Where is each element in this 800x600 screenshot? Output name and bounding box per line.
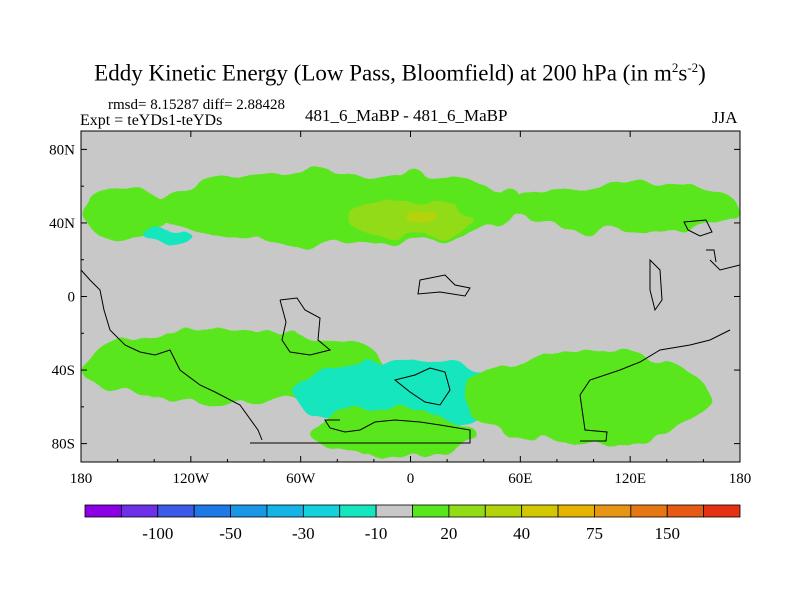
colorbar-swatch bbox=[412, 504, 450, 518]
coastline-sh-islands bbox=[393, 367, 451, 406]
coastlines bbox=[81, 219, 740, 444]
colorbar-label: -30 bbox=[292, 524, 315, 543]
region-sh-east bbox=[465, 351, 713, 444]
y-tick-label: 40N bbox=[49, 216, 75, 232]
region-sh-negative bbox=[291, 360, 512, 426]
colorbar-label: -100 bbox=[142, 524, 173, 543]
region-nh-negative-spot bbox=[145, 230, 191, 246]
coastline-australia bbox=[417, 274, 471, 297]
colorbar-swatch bbox=[120, 504, 159, 518]
stats-line: rmsd= 8.15287 diff= 2.88428 bbox=[108, 97, 286, 113]
x-tick-label: 0 bbox=[407, 471, 415, 487]
season-label: JJA bbox=[712, 108, 738, 127]
colorbar: -100 -50 -30 -10 20 40 75 150 bbox=[84, 504, 741, 543]
coastline-south-east bbox=[579, 329, 731, 442]
coastline-pacific-east bbox=[706, 249, 740, 271]
colorbar-swatch bbox=[594, 504, 632, 518]
y-tick-label: 80N bbox=[49, 142, 75, 158]
x-tick-label: 180 bbox=[70, 471, 93, 487]
x-tick-label: 180 bbox=[729, 471, 752, 487]
coastline-north-pacific bbox=[683, 219, 713, 237]
field-regions bbox=[81, 171, 740, 459]
region-nh-storm-track bbox=[154, 171, 521, 246]
y-tick-label: 40S bbox=[52, 363, 75, 379]
title-unit-exponent-2: -2 bbox=[687, 60, 699, 75]
colorbar-swatch bbox=[302, 504, 341, 518]
colorbar-swatch bbox=[193, 504, 231, 518]
x-tick-label: 60W bbox=[286, 471, 316, 487]
experiment-line: Expt = teYDs1-teYDs bbox=[80, 112, 223, 129]
colorbar-swatch bbox=[703, 504, 741, 518]
center-label: 481_6_MaBP - 481_6_MaBP bbox=[305, 106, 508, 125]
x-tick-label: 120W bbox=[172, 471, 210, 487]
colorbar-swatch bbox=[521, 504, 559, 518]
colorbar-label: 40 bbox=[513, 524, 530, 543]
y-tick-label: 0 bbox=[68, 290, 76, 306]
chart-title-text: Eddy Kinetic Energy (Low Pass, Bloomfiel… bbox=[94, 60, 672, 86]
colorbar-swatch bbox=[339, 504, 377, 518]
x-axis: 180 120W 60W 0 60E 120E 180 bbox=[70, 131, 752, 487]
region-nh-east bbox=[511, 182, 740, 233]
colorbar-swatch bbox=[230, 504, 268, 518]
colorbar-swatch bbox=[630, 504, 668, 518]
colorbar-swatch bbox=[557, 504, 595, 518]
colorbar-swatch bbox=[666, 504, 705, 518]
region-nh-band-west bbox=[81, 186, 173, 242]
coastline-south-america bbox=[81, 269, 263, 441]
coastline-africa bbox=[279, 297, 332, 356]
region-antarctic bbox=[309, 406, 475, 459]
colorbar-swatch bbox=[84, 504, 122, 518]
colorbar-label: -50 bbox=[219, 524, 242, 543]
title-unit-s: s bbox=[678, 60, 688, 86]
region-nh-peak bbox=[401, 211, 438, 227]
coastline-east-asia bbox=[649, 258, 663, 312]
colorbar-swatch bbox=[448, 504, 486, 518]
colorbar-label: -10 bbox=[365, 524, 388, 543]
y-tick-label: 80S bbox=[52, 437, 75, 453]
colorbar-label: 150 bbox=[654, 524, 680, 543]
title-unit-exponent-1: 2 bbox=[671, 60, 679, 75]
x-tick-label: 60E bbox=[508, 471, 532, 487]
colorbar-swatch bbox=[375, 504, 413, 518]
colorbar-swatch bbox=[157, 504, 195, 518]
chart-title: Eddy Kinetic Energy (Low Pass, Bloomfiel… bbox=[0, 60, 800, 87]
title-unit-close: ) bbox=[698, 60, 706, 86]
coastline-antarctica bbox=[250, 419, 471, 444]
colorbar-swatch bbox=[266, 504, 304, 518]
colorbar-swatch bbox=[484, 504, 523, 518]
y-axis: 80N 40N 0 40S 80S bbox=[49, 142, 740, 453]
x-tick-label: 120E bbox=[614, 471, 646, 487]
colorbar-label: 75 bbox=[586, 524, 603, 543]
colorbar-label: 20 bbox=[440, 524, 457, 543]
